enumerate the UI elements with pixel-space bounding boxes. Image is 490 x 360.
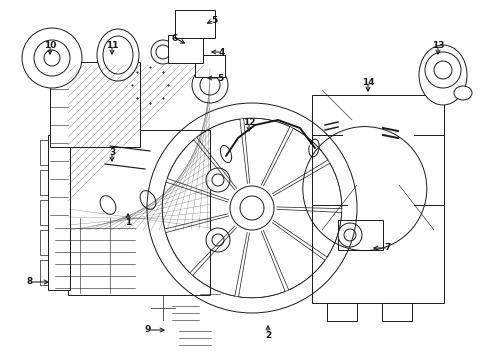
Ellipse shape <box>419 45 467 105</box>
Text: 12: 12 <box>243 117 255 126</box>
Circle shape <box>425 52 461 88</box>
Circle shape <box>200 75 220 95</box>
Circle shape <box>344 229 356 241</box>
Bar <box>40 170 60 195</box>
Text: 2: 2 <box>265 330 271 339</box>
Text: 1: 1 <box>125 217 131 226</box>
Bar <box>338 220 383 250</box>
Bar <box>382 303 412 321</box>
Bar <box>40 140 60 165</box>
Ellipse shape <box>100 195 116 214</box>
Bar <box>48 135 70 290</box>
Bar <box>40 260 60 285</box>
Text: 14: 14 <box>362 77 374 86</box>
Circle shape <box>151 40 175 64</box>
Circle shape <box>240 196 264 220</box>
Bar <box>50 62 140 147</box>
Bar <box>175 10 215 38</box>
Circle shape <box>22 28 82 88</box>
Ellipse shape <box>454 86 472 100</box>
Circle shape <box>212 174 224 186</box>
Circle shape <box>206 228 230 252</box>
Circle shape <box>44 50 60 66</box>
Bar <box>195 55 225 77</box>
Text: 8: 8 <box>27 278 33 287</box>
Bar <box>327 303 357 321</box>
Text: 10: 10 <box>44 41 56 50</box>
Circle shape <box>206 168 230 192</box>
Circle shape <box>434 61 452 79</box>
Text: 9: 9 <box>145 325 151 334</box>
Text: 3: 3 <box>109 148 115 157</box>
Circle shape <box>230 186 274 230</box>
Text: 7: 7 <box>385 243 391 252</box>
Text: 5: 5 <box>217 73 223 82</box>
Ellipse shape <box>97 29 139 81</box>
Bar <box>68 130 210 295</box>
Bar <box>168 35 203 63</box>
Text: 6: 6 <box>172 33 178 42</box>
Bar <box>312 95 444 303</box>
Circle shape <box>156 45 170 59</box>
Text: 4: 4 <box>219 48 225 57</box>
Bar <box>40 200 60 225</box>
Text: 5: 5 <box>211 15 217 24</box>
Ellipse shape <box>140 191 156 210</box>
Text: 13: 13 <box>432 41 444 50</box>
Circle shape <box>192 67 228 103</box>
Circle shape <box>212 234 224 246</box>
Circle shape <box>34 40 70 76</box>
Text: 11: 11 <box>106 41 118 50</box>
Bar <box>40 230 60 255</box>
Ellipse shape <box>103 36 133 74</box>
Ellipse shape <box>309 139 319 157</box>
Circle shape <box>338 223 362 247</box>
Ellipse shape <box>220 145 232 163</box>
